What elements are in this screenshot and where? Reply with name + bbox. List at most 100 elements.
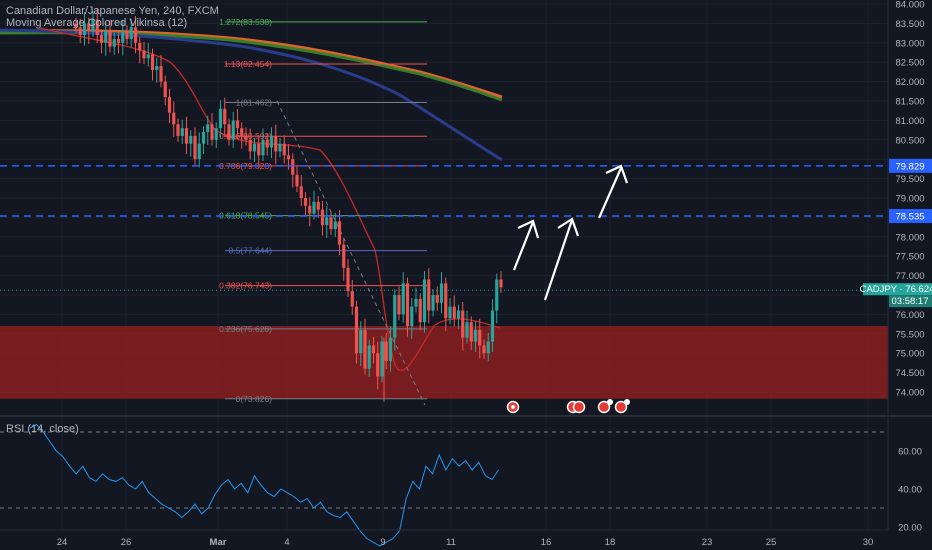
fib-label: 0.382(76.743) [219,281,272,291]
candle-body [121,31,125,43]
time-tick-label: 16 [541,537,552,548]
time-tick-label: 4 [284,537,289,548]
candle-body [214,128,218,140]
candle-body [91,19,95,32]
forecast-arrows[interactable] [512,164,629,301]
price-tag-label: CADJPY · 76.624 [860,284,932,295]
candle-body [201,132,206,144]
price-tick-label: 81.000 [895,116,924,127]
candle-body [206,124,210,133]
candle-body [197,143,201,160]
candle-body [380,341,384,377]
candle-body [478,329,482,346]
candle-body [112,38,116,47]
event-markers[interactable] [506,399,631,414]
horizontal-levels[interactable]: 79.829 78.535 [0,158,932,224]
candle-body [180,128,184,136]
rsi-title[interactable]: RSI (14, close) [6,423,79,435]
candle-body [176,124,180,136]
candle-body [495,279,499,311]
price-tick-label: 74.500 [895,368,924,379]
candle-body [397,295,401,315]
candle-body [142,50,146,59]
fib-trend-line[interactable] [276,100,426,406]
rsi-line [29,423,500,547]
price-tick-label: 79.500 [895,174,924,185]
rsi-pane[interactable] [0,423,888,547]
candle-body [367,345,371,369]
candle-body [388,337,393,361]
candle-body [227,124,231,140]
candle-body [342,244,346,268]
candle-body [456,310,461,319]
candle-body [461,310,465,338]
price-tag: CADJPY · 76.624 03:58:17 [860,283,932,308]
fib-label: 1.13(82.454) [224,59,272,69]
candle-body [133,27,138,43]
price-tick-label: 84.000 [895,0,924,11]
candle-body [235,120,240,129]
candle-body [291,159,295,175]
time-tick-label: 23 [702,537,713,548]
candle-body [78,27,82,36]
candle-body [333,221,337,230]
candle-body [312,201,316,214]
symbol-title[interactable]: Canadian Dollar/Japanese Yen, 240, FXCM [6,5,219,17]
candle-body [163,81,167,98]
candle-body [146,54,150,59]
candle-body [376,353,380,377]
price-tick-label: 81.500 [895,97,924,108]
candle-body [452,306,456,319]
price-axis[interactable]: 84.000 83.500 83.000 82.500 82.000 81.500 81.0… [895,0,924,399]
demand-zone[interactable] [0,326,888,399]
candle-body [240,128,244,136]
time-tick-label: 24 [57,537,68,548]
candle-body [490,310,495,342]
level-tag [889,209,932,224]
candle-body [104,31,108,43]
fib-label: 1.272(83.538) [219,17,272,27]
candle-body [87,23,91,32]
candle-body [295,174,299,187]
level-tag [889,158,932,173]
candle-body [244,135,248,140]
candle-body [303,198,308,206]
candle-body [252,143,257,152]
rsi-tick-label: 60.00 [898,447,922,458]
price-tick-label: 77.500 [895,252,924,263]
fib-label: 0.5(77.644) [229,246,273,256]
rsi-axis[interactable]: 60.00 40.00 20.00 [898,447,922,534]
time-axis[interactable]: 24 26 Mar 4 9 11 16 18 23 25 30 [57,537,874,548]
candle-body [350,291,354,307]
candle-body [414,298,418,307]
candle-body [99,35,104,43]
candle-body [422,279,427,323]
arrow-3 [597,164,629,219]
candle-body [354,306,359,354]
price-tick-label: 74.000 [895,388,924,399]
candle-body [465,322,469,338]
time-tick-label: 25 [766,537,777,548]
level-label: 79.829 [895,161,924,172]
candle-body [316,201,320,210]
candle-body [108,31,112,47]
time-tick-label: 18 [605,537,616,548]
candle-body [482,345,486,354]
candle-body [82,23,87,36]
candle-body [269,135,274,148]
candles [74,8,503,402]
candle-body [223,108,227,125]
ma-short [39,27,501,372]
arrow-2 [543,217,580,301]
candle-body [320,209,325,226]
candle-body [325,217,329,226]
candle-body [278,143,282,152]
indicator-title[interactable]: Moving Average Colored Vikinsa (12) [6,17,188,29]
candle-body [401,283,405,315]
fib-label: 0.236(75.628) [219,324,272,334]
ma-orange [0,29,503,99]
candle-body [439,283,444,303]
candle-body [448,306,452,319]
level-label: 78.535 [895,212,924,223]
